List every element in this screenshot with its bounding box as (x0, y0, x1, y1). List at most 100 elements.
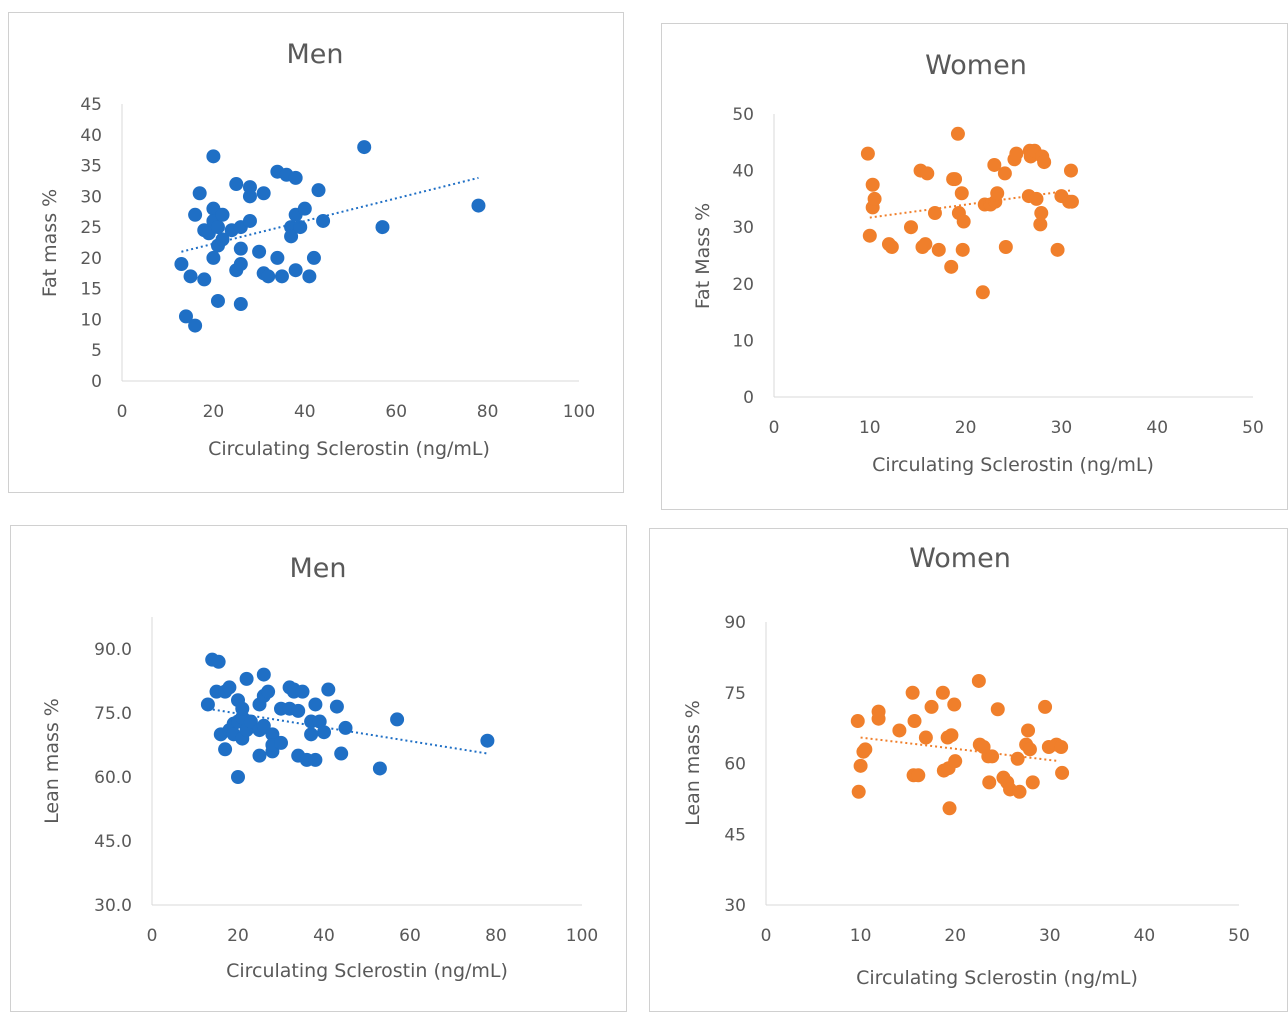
x-tick-label: 40 (313, 926, 335, 946)
data-point (256, 718, 271, 733)
data-point (293, 220, 308, 235)
data-point (944, 259, 959, 274)
x-tick-label: 10 (850, 926, 872, 946)
data-point (235, 701, 250, 716)
trendline (181, 176, 479, 253)
data-point (210, 293, 225, 308)
data-point (948, 754, 963, 769)
data-point (321, 682, 336, 697)
chart-svg: Women 0 10 20 30 40 50 0 10 20 30 40 50 Circulating S… (692, 50, 1264, 476)
y-tick-label: 25 (80, 218, 102, 238)
x-tick-label: 50 (1228, 926, 1250, 946)
x-tick-label: 0 (769, 418, 780, 438)
data-point (1034, 206, 1049, 221)
data-point (920, 166, 935, 181)
data-point (390, 712, 405, 727)
data-point (210, 220, 225, 235)
y-tick-label: 10 (732, 331, 754, 351)
data-point (338, 720, 353, 735)
data-point (1029, 191, 1044, 206)
y-tick-label: 50 (732, 105, 754, 125)
data-point (892, 723, 907, 738)
data-point (480, 733, 495, 748)
data-point (256, 186, 271, 201)
data-point (985, 749, 1000, 764)
y-tick-label: 30.0 (94, 896, 132, 916)
data-point (918, 730, 933, 745)
data-point (862, 228, 877, 243)
x-tick-label: 20 (944, 926, 966, 946)
data-point (317, 725, 331, 740)
y-tick-label: 20 (80, 249, 102, 269)
data-point (308, 697, 323, 712)
data-point (192, 186, 207, 201)
data-point (990, 186, 1005, 201)
data-point (905, 685, 920, 700)
data-point (982, 775, 997, 790)
y-tick-label: 60 (724, 755, 746, 775)
data-point (312, 714, 327, 729)
x-tick-label: 40 (294, 402, 316, 422)
data-point (1033, 217, 1048, 232)
data-point (1022, 742, 1037, 757)
x-tick-label: 80 (477, 402, 499, 422)
x-axis-label: Circulating Sclerostin (ng/mL) (226, 960, 508, 982)
y-tick-label: 35 (80, 157, 102, 177)
data-point (884, 240, 899, 255)
data-point (944, 728, 959, 743)
y-tick-label: 30 (80, 187, 102, 207)
data-point (218, 742, 233, 757)
data-point (1012, 784, 1027, 799)
data-point (955, 242, 970, 257)
data-point (971, 673, 986, 688)
chart-svg: Men 0 20 40 60 80 100 0 5 10 15 20 25 30 35 40 45 Circula… (39, 39, 595, 460)
y-axis-label: Lean mass % (682, 700, 704, 826)
data-point (206, 250, 221, 265)
x-tick-label: 60 (385, 402, 407, 422)
data-point (256, 667, 271, 682)
data-point (200, 697, 215, 712)
y-tick-label: 40 (732, 162, 754, 182)
data-point (306, 250, 321, 265)
chart-panel-men-fat: Men 0 20 40 60 80 100 0 5 10 15 20 25 30 35 40 45 Circula… (8, 12, 624, 493)
data-point (233, 241, 248, 256)
x-tick-label: 0 (117, 402, 128, 422)
data-point (222, 680, 237, 695)
data-point (942, 801, 957, 816)
data-point (242, 180, 257, 195)
data-point (987, 157, 1002, 172)
data-point (197, 272, 212, 287)
data-point (1021, 723, 1036, 738)
data-point (927, 206, 942, 221)
data-point (471, 198, 486, 213)
data-point (1010, 751, 1025, 766)
x-tick-label: 60 (399, 926, 421, 946)
x-tick-label: 20 (227, 926, 249, 946)
data-point (998, 240, 1013, 255)
data-point (850, 714, 865, 729)
y-tick-label: 60.0 (94, 768, 132, 788)
x-tick-label: 20 (955, 418, 977, 438)
data-point (261, 684, 276, 699)
data-point (288, 263, 303, 278)
y-tick-label: 0 (743, 388, 754, 408)
data-point (211, 654, 226, 669)
data-point (935, 685, 950, 700)
data-point (284, 229, 299, 244)
data-point (924, 699, 939, 714)
data-point (174, 257, 189, 272)
x-tick-label: 0 (147, 926, 158, 946)
data-point (1037, 155, 1052, 170)
data-point (242, 213, 257, 228)
y-axis-label: Fat Mass % (692, 203, 714, 309)
x-tick-label: 30 (1039, 926, 1061, 946)
data-point (871, 711, 886, 726)
chart-panel-women-lean: Women 0 10 20 30 40 50 30 45 60 75 90 Circulating Sc… (649, 528, 1288, 1012)
data-point (1063, 163, 1078, 178)
data-point (947, 697, 962, 712)
data-point (233, 297, 248, 312)
data-point (215, 232, 230, 247)
data-point (975, 285, 990, 300)
data-point (252, 244, 267, 259)
y-axis-label: Lean mass % (41, 698, 63, 824)
